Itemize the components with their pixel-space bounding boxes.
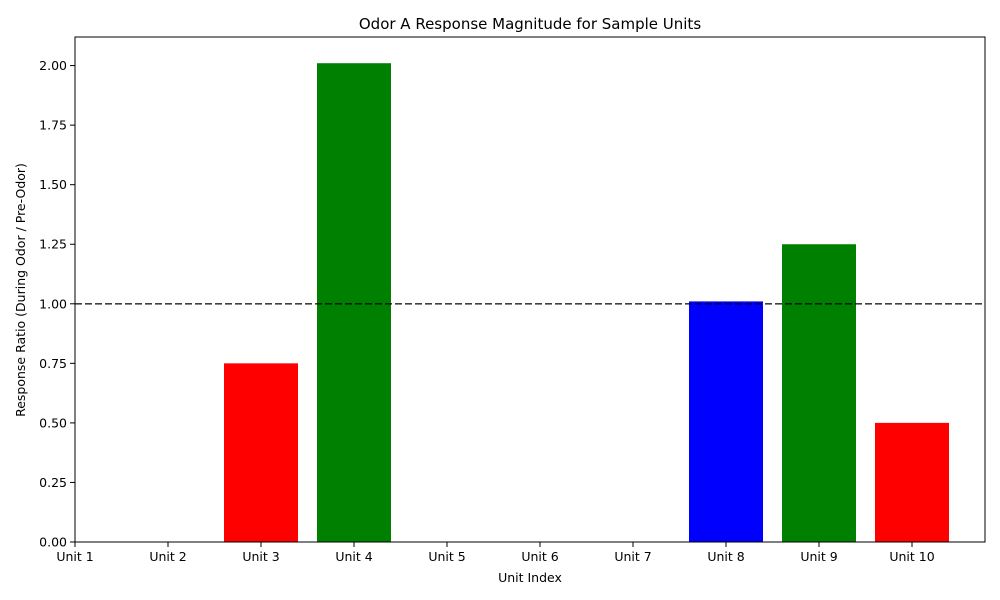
y-axis-label: Response Ratio (During Odor / Pre-Odor) [13, 163, 28, 417]
x-tick-label: Unit 1 [56, 549, 93, 564]
x-tick-label: Unit 8 [707, 549, 744, 564]
y-tick-label: 0.50 [39, 415, 67, 430]
plot-frame [74, 36, 986, 543]
y-tick-label: 0.00 [39, 535, 67, 550]
x-tick-label: Unit 6 [521, 549, 558, 564]
x-tick-label: Unit 7 [614, 549, 651, 564]
y-tick-label: 1.50 [39, 177, 67, 192]
bar-10 [875, 422, 949, 542]
x-tick-label: Unit 2 [149, 549, 186, 564]
bar-4 [317, 63, 391, 543]
x-tick-label: Unit 10 [889, 549, 934, 564]
bar-3 [224, 363, 298, 542]
chart-title: Odor A Response Magnitude for Sample Uni… [359, 15, 701, 33]
x-tick-label: Unit 4 [335, 549, 372, 564]
y-tick-label: 1.25 [39, 237, 67, 252]
x-axis-label: Unit Index [498, 570, 562, 585]
y-tick-label: 1.75 [39, 118, 67, 133]
x-tick-label: Unit 3 [242, 549, 279, 564]
x-tick-label: Unit 5 [428, 549, 465, 564]
y-tick-label: 0.75 [39, 356, 67, 371]
y-tick-label: 2.00 [39, 58, 67, 73]
y-tick-label: 0.25 [39, 475, 67, 490]
plot-area: 0.00 0.25 0.50 0.75 1.00 1.25 1.50 1.75 2.00 Unit… [39, 36, 986, 564]
bar-9 [782, 244, 856, 542]
x-tick-label: Unit 9 [800, 549, 837, 564]
y-tick-label: 1.00 [39, 296, 67, 311]
bar-8 [689, 301, 763, 542]
